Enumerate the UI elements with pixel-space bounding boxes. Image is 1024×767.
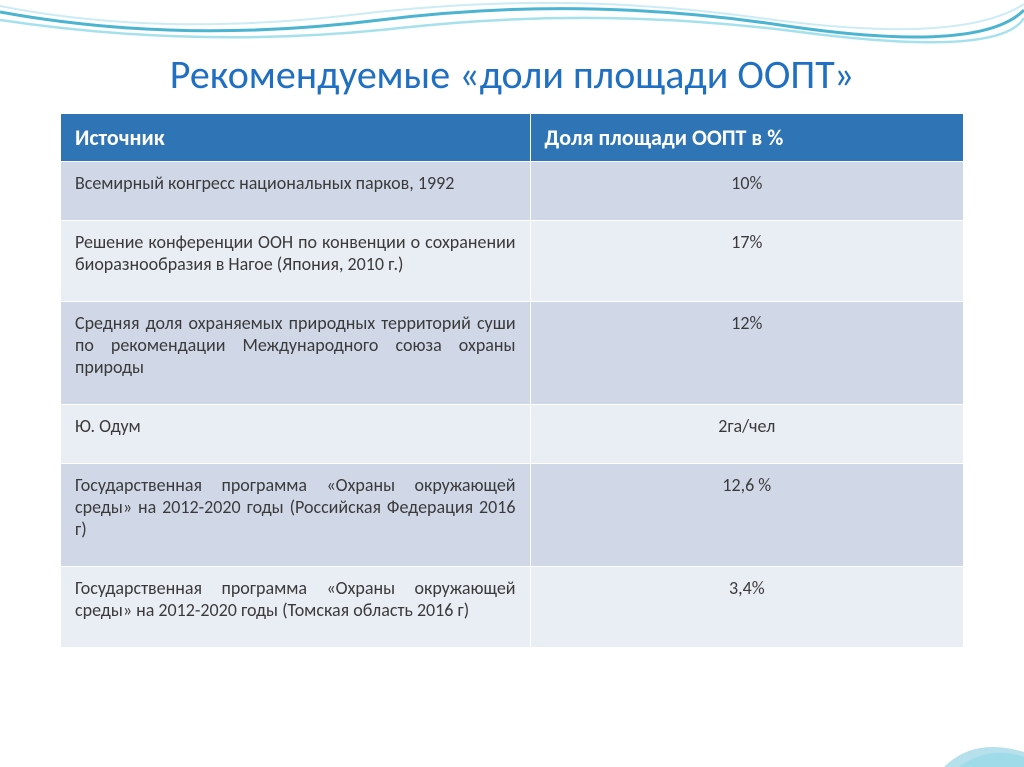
cell-value: 17% [530,221,963,302]
page-title: Рекомендуемые «доли площади ООПТ» [60,50,964,99]
cell-source: Государственная программа «Охраны окружа… [61,567,531,648]
table-row: Государственная программа «Охраны окружа… [61,464,964,567]
col-header-value: Доля площади ООПТ в % [530,114,963,162]
table-row: Всемирный конгресс национальных парков, … [61,162,964,221]
cell-source: Ю. Одум [61,405,531,464]
corner-decoration [934,707,1024,767]
cell-value: 2га/чел [530,405,963,464]
cell-source: Средняя доля охраняемых природных террит… [61,302,531,405]
table-row: Государственная программа «Охраны окружа… [61,567,964,648]
cell-source: Всемирный конгресс национальных парков, … [61,162,531,221]
cell-value: 12,6 % [530,464,963,567]
cell-value: 3,4% [530,567,963,648]
cell-value: 12% [530,302,963,405]
col-header-source: Источник [61,114,531,162]
table-row: Средняя доля охраняемых природных террит… [61,302,964,405]
table-header-row: Источник Доля площади ООПТ в % [61,114,964,162]
cell-source: Государственная программа «Охраны окружа… [61,464,531,567]
cell-source: Решение конференции ООН по конвенции о с… [61,221,531,302]
cell-value: 10% [530,162,963,221]
table-row: Решение конференции ООН по конвенции о с… [61,221,964,302]
table-row: Ю. Одум 2га/чел [61,405,964,464]
data-table: Источник Доля площади ООПТ в % Всемирный… [60,113,964,648]
